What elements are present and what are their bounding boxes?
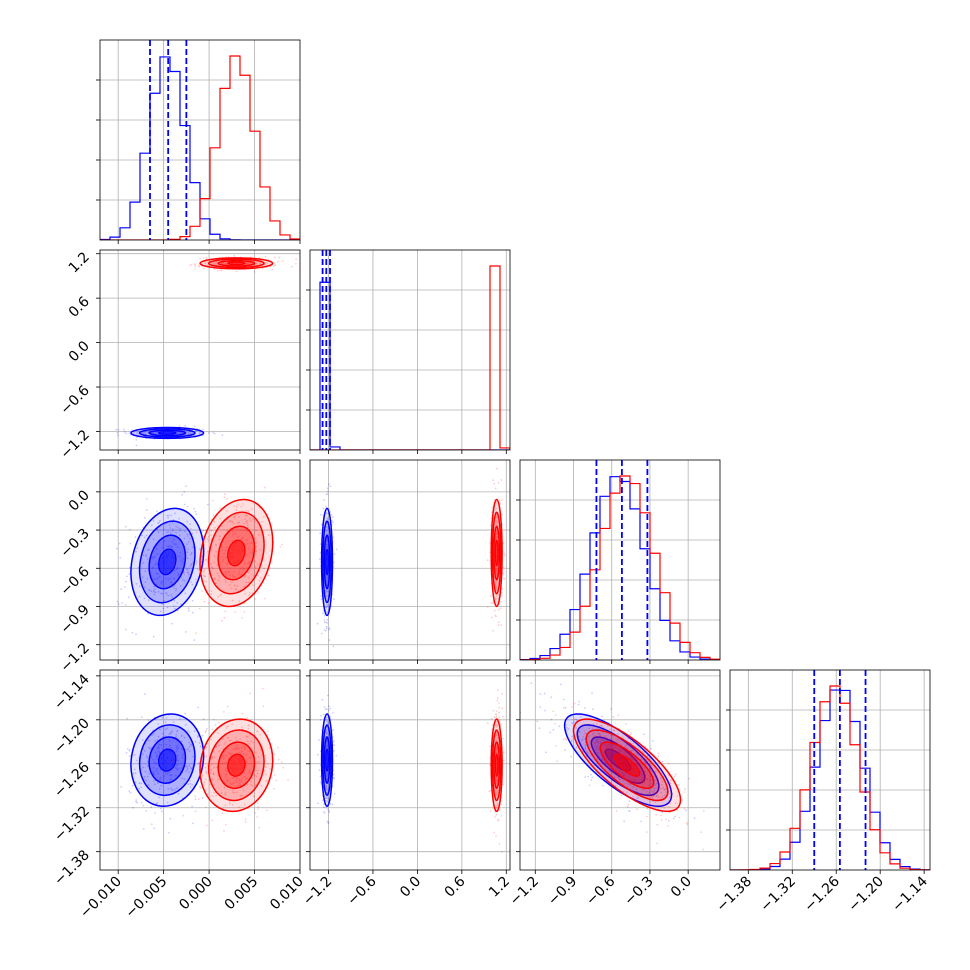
grid-lines <box>520 670 720 870</box>
grid-lines <box>310 460 510 660</box>
x-tick-label: 0.0 <box>668 874 695 901</box>
contour-level-3 <box>158 748 177 772</box>
scatter-panel-3-0 <box>99 669 301 871</box>
density-layer <box>115 255 297 447</box>
series-2-density <box>486 467 507 632</box>
y-tick-label: −1.26 <box>51 759 93 801</box>
y-tick-label: −0.9 <box>57 602 92 637</box>
series-2-density <box>173 486 283 634</box>
x-tick-label: −1.38 <box>713 874 755 916</box>
grid-lines <box>100 250 300 450</box>
scatter-panel-2-1 <box>309 459 511 661</box>
series-1-density <box>316 483 338 648</box>
contour-level-3 <box>325 548 329 576</box>
series-1-density <box>120 693 226 834</box>
series-1-density <box>115 425 224 447</box>
series-2-density <box>171 687 289 832</box>
hist-panel-1 <box>309 249 511 451</box>
x-tick-label: −0.010 <box>77 874 125 922</box>
y-tick-label: 0.6 <box>66 294 93 321</box>
x-tick-label: 0.6 <box>442 873 469 900</box>
y-tick-label: −1.20 <box>51 715 93 757</box>
hist-line-series-1 <box>730 689 930 870</box>
y-tick-label: 0.0 <box>66 338 93 365</box>
hist-panel-0 <box>99 39 301 241</box>
contour-level-3 <box>227 261 246 266</box>
contour-level-3 <box>227 539 246 567</box>
hist-series <box>310 265 510 450</box>
x-tick-label: −1.20 <box>845 874 887 916</box>
y-tick-label: −1.32 <box>51 803 93 845</box>
y-tick-label: 1.2 <box>66 249 93 276</box>
y-tick-label: 0.0 <box>66 487 93 514</box>
x-tick-label: −0.005 <box>123 874 171 922</box>
x-tick-label: −1.14 <box>889 873 931 915</box>
x-tick-label: 0.0 <box>397 874 424 901</box>
density-layer <box>115 485 283 641</box>
y-tick-label: −0.3 <box>57 526 92 561</box>
y-tick-label: −0.6 <box>57 564 92 599</box>
panel-frame <box>309 249 511 451</box>
series-1-density <box>115 485 227 641</box>
hist-panel-3 <box>729 669 931 871</box>
x-tick-label: 0.000 <box>176 874 216 914</box>
density-layer <box>120 687 289 834</box>
y-tick-label: −1.2 <box>57 427 92 462</box>
x-tick-label: 0.010 <box>267 874 307 914</box>
scatter-panel-1-0 <box>99 249 301 451</box>
hist-line-series-1 <box>520 476 720 660</box>
series-2-density <box>552 702 705 851</box>
panel-frame <box>519 459 721 661</box>
x-tick-label: −0.3 <box>621 874 656 909</box>
panel-frame <box>99 249 301 451</box>
contour-level-3 <box>158 548 177 576</box>
contour-level-3 <box>158 431 177 435</box>
x-tick-label: −1.32 <box>757 874 799 916</box>
contour-level-3 <box>325 748 329 772</box>
x-tick-label: −0.6 <box>344 873 379 908</box>
contour-level-3 <box>494 539 499 567</box>
hist-line-series-2 <box>310 265 510 450</box>
panel-frame <box>99 459 301 661</box>
grid-lines <box>310 250 510 450</box>
y-tick-label: −1.2 <box>57 640 92 675</box>
x-tick-label: −1.2 <box>507 874 542 909</box>
hist-line-series-1 <box>310 281 510 450</box>
x-tick-label: −0.9 <box>545 874 580 909</box>
y-tick-label: −0.6 <box>57 382 92 417</box>
y-tick-label: −1.38 <box>51 847 93 889</box>
hist-series <box>100 55 300 240</box>
series-2-density <box>486 689 505 853</box>
panel-frame <box>99 669 301 871</box>
x-tick-label: −1.26 <box>801 873 843 915</box>
hist-line-series-2 <box>520 475 720 660</box>
density-layer <box>520 682 705 851</box>
panel-frame <box>309 459 511 661</box>
panel-frame <box>309 669 511 871</box>
panel-frame <box>99 39 301 241</box>
hist-panel-2 <box>519 459 721 661</box>
hist-series <box>520 475 720 660</box>
scatter-panel-2-0 <box>99 459 301 661</box>
x-tick-label: −1.2 <box>300 874 335 909</box>
x-tick-label: −0.6 <box>583 873 618 908</box>
series-1-density <box>317 694 337 824</box>
contour-level-3 <box>494 753 499 777</box>
density-layer <box>316 467 507 648</box>
panel-frame <box>729 669 931 871</box>
series-2-density <box>189 255 297 273</box>
density-layer <box>317 689 505 853</box>
scatter-panel-3-2 <box>519 669 721 871</box>
grid-lines <box>310 670 510 870</box>
panel-frame <box>519 669 721 871</box>
x-tick-label: 0.005 <box>222 874 262 914</box>
contour-level-3 <box>613 753 641 777</box>
hist-series <box>730 685 930 870</box>
hist-line-series-2 <box>730 685 930 870</box>
y-tick-label: −1.14 <box>51 671 93 713</box>
scatter-panel-3-1 <box>309 669 511 871</box>
contour-level-3 <box>227 753 246 777</box>
